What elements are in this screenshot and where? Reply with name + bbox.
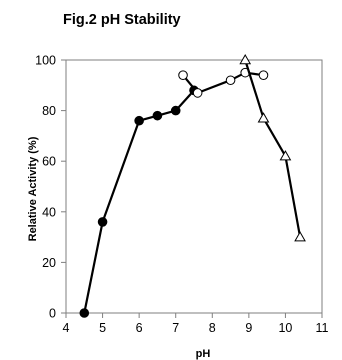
data-point [97,217,108,227]
data-point [239,53,252,65]
x-tick-label: 4 [63,321,70,335]
y-tick-label: 80 [42,104,56,118]
data-point [294,231,306,242]
x-tick-label: 8 [209,321,216,335]
x-tick-label: 6 [136,321,143,335]
x-axis-ticks: 4 5 6 7 8 9 10 11 [63,313,329,335]
series-layer [79,53,306,318]
data-point [152,110,163,121]
x-tick-label: 9 [245,321,252,335]
data-point [178,70,188,80]
data-point [225,75,236,86]
x-tick-label: 10 [278,321,292,335]
y-tick-label: 20 [42,256,56,270]
data-point [192,88,203,98]
series-3 [239,53,306,242]
y-tick-label: 40 [42,205,56,219]
y-tick-label: 60 [42,155,56,169]
data-point [257,112,270,123]
data-point [258,70,269,80]
series-1 [79,85,199,318]
y-tick-label: 100 [35,54,56,68]
data-point [170,105,181,116]
data-point [279,150,292,161]
y-axis-label: Relative Activity (%) [27,136,39,241]
y-axis-ticks: 0 20 40 60 80 100 [35,54,66,321]
plot-area [65,59,323,314]
x-tick-label: 11 [316,321,329,335]
y-tick-label: 0 [49,307,56,321]
data-point [134,115,144,126]
plot-frame [65,59,323,314]
data-point [79,308,90,318]
x-tick-label: 5 [99,321,106,335]
series-line [244,59,302,238]
chart-title: Fig.2 pH Stability [63,12,181,28]
x-axis-label: pH [196,348,211,360]
x-tick-label: 7 [172,321,179,335]
